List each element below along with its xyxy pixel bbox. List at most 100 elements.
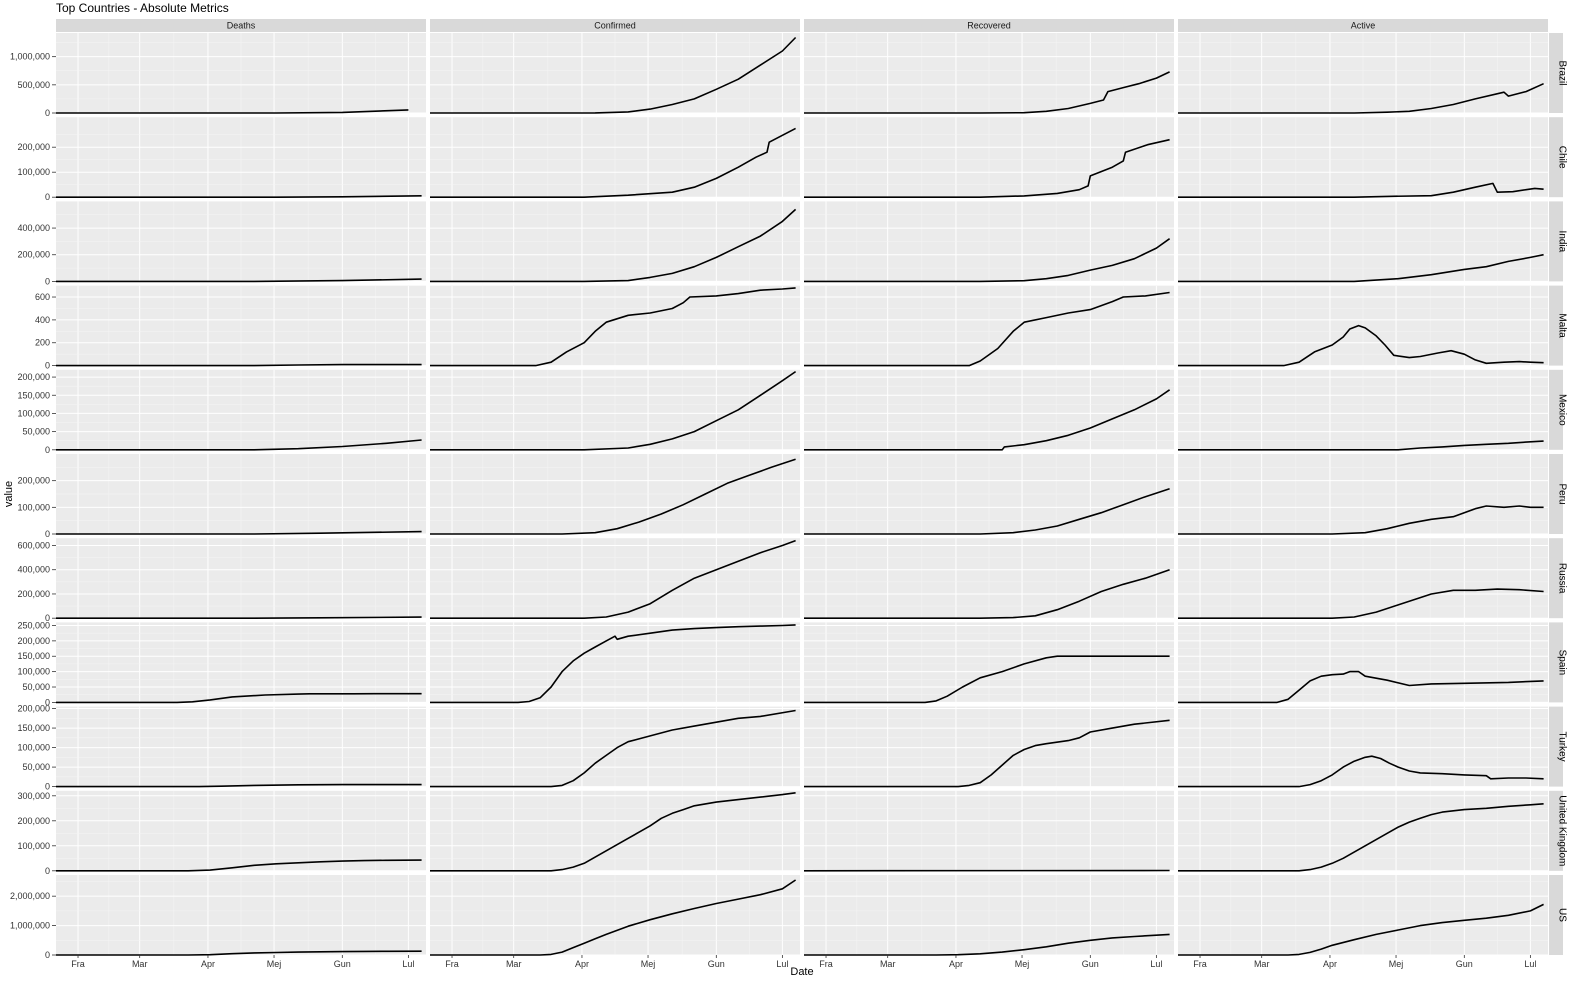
y-tick-label: 0 xyxy=(45,276,50,286)
y-tick-label: 200,000 xyxy=(17,250,50,260)
series-line-us-recovered xyxy=(804,933,1170,956)
y-tick-label: 50,000 xyxy=(22,762,50,772)
series-line-malta-deaths xyxy=(56,363,422,367)
y-tick-label: 0 xyxy=(45,108,50,118)
x-tick-label: Mej xyxy=(267,959,282,969)
panel-india-active xyxy=(1178,201,1548,283)
panel-chile-active xyxy=(1178,117,1548,198)
series-line-turkey-deaths xyxy=(56,783,422,788)
y-tick-label: 0 xyxy=(45,613,50,623)
panel-us-active xyxy=(1178,875,1548,956)
series-line-malta-recovered xyxy=(804,291,1170,367)
y-tick-label: 2,000,000 xyxy=(10,891,50,901)
x-tick-label: Mar xyxy=(132,959,148,969)
series-line-peru-recovered xyxy=(804,487,1170,535)
panel-russia-recovered xyxy=(804,538,1174,619)
y-tick-label: 200,000 xyxy=(17,372,50,382)
series-line-us-active xyxy=(1178,903,1544,956)
y-tick-label: 200,000 xyxy=(17,636,50,646)
row-strip-label: United Kingdom xyxy=(1557,795,1568,866)
panel-united-kingdom-deaths xyxy=(56,790,426,872)
panel-russia-confirmed xyxy=(430,538,800,619)
panel-brazil-deaths xyxy=(56,33,426,114)
panel-mexico-active xyxy=(1178,369,1548,451)
column-strip-recovered xyxy=(804,19,1174,32)
panel-spain-deaths xyxy=(56,622,426,704)
y-tick-label: 0 xyxy=(45,866,50,876)
row-strip-spain xyxy=(1549,622,1563,703)
panel-peru-deaths xyxy=(56,454,426,535)
series-line-peru-deaths xyxy=(56,530,422,535)
panel-mexico-confirmed xyxy=(430,369,800,451)
row-strip-label: Turkey xyxy=(1557,731,1568,761)
y-tick-label: 400,000 xyxy=(17,565,50,575)
x-tick-label: Mej xyxy=(1389,959,1404,969)
y-tick-label: 200,000 xyxy=(17,704,50,714)
x-tick-label: Mej xyxy=(1015,959,1030,969)
series-line-brazil-confirmed xyxy=(430,36,797,114)
column-strip-deaths xyxy=(56,19,426,32)
panel-united-kingdom-recovered xyxy=(803,790,1174,872)
y-tick-label: 100,000 xyxy=(17,167,50,177)
x-tick-label: Lul xyxy=(776,959,788,969)
series-line-turkey-confirmed xyxy=(430,709,796,788)
x-tick-label: Fra xyxy=(819,959,833,969)
x-tick-label: Lul xyxy=(402,959,414,969)
series-line-chile-recovered xyxy=(804,138,1170,198)
y-tick-label: 200,000 xyxy=(17,142,50,152)
panel-india-deaths xyxy=(56,201,426,283)
x-tick-label: Lul xyxy=(1150,959,1162,969)
series-line-brazil-deaths xyxy=(56,109,409,114)
row-strip-united-kingdom xyxy=(1549,790,1563,871)
series-line-russia-recovered xyxy=(804,568,1170,619)
x-tick-label: Apr xyxy=(201,959,215,969)
panel-spain-recovered xyxy=(804,622,1174,704)
y-tick-label: 0 xyxy=(45,192,50,202)
column-strip-label: Confirmed xyxy=(594,21,636,31)
column-strip-label: Recovered xyxy=(967,21,1011,31)
y-tick-label: 100,000 xyxy=(17,667,50,677)
x-tick-label: Mar xyxy=(506,959,522,969)
x-tick-label: Gun xyxy=(1082,959,1099,969)
series-line-united-kingdom-deaths xyxy=(56,859,422,872)
y-tick-label: 0 xyxy=(45,697,50,707)
series-line-spain-recovered xyxy=(804,655,1170,704)
panel-russia-deaths xyxy=(56,538,426,619)
panel-chile-deaths xyxy=(56,117,426,198)
row-strip-russia xyxy=(1549,538,1563,619)
x-axis-title: Date xyxy=(790,966,813,978)
series-line-us-deaths xyxy=(56,950,422,956)
x-tick-label: Fra xyxy=(445,959,459,969)
row-strip-label: Chile xyxy=(1557,146,1568,169)
row-strip-label: Russia xyxy=(1557,563,1568,594)
series-line-peru-confirmed xyxy=(430,458,796,535)
panel-india-recovered xyxy=(804,201,1174,283)
x-tick-label: Fra xyxy=(1193,959,1207,969)
series-line-peru-active xyxy=(1178,505,1544,535)
y-tick-label: 0 xyxy=(45,361,50,371)
y-tick-label: 100,000 xyxy=(17,743,50,753)
panel-united-kingdom-confirmed xyxy=(430,790,800,872)
y-tick-label: 50,000 xyxy=(22,427,50,437)
y-tick-label: 500,000 xyxy=(17,80,50,90)
y-tick-label: 400 xyxy=(35,315,50,325)
series-line-russia-active xyxy=(1178,588,1544,619)
panel-turkey-recovered xyxy=(804,706,1174,788)
panel-russia-active xyxy=(1178,538,1548,619)
row-strip-label: Spain xyxy=(1557,650,1568,676)
y-tick-label: 250,000 xyxy=(17,620,50,630)
series-line-mexico-recovered xyxy=(804,389,1171,451)
series-line-mexico-confirmed xyxy=(430,370,797,451)
row-strip-malta xyxy=(1549,285,1563,366)
series-line-malta-active xyxy=(1178,324,1544,367)
row-strip-chile xyxy=(1549,117,1563,198)
y-tick-label: 150,000 xyxy=(17,723,50,733)
panel-turkey-confirmed xyxy=(430,706,800,788)
panel-peru-recovered xyxy=(804,454,1174,535)
panel-peru-confirmed xyxy=(430,454,800,535)
panel-turkey-deaths xyxy=(56,706,426,788)
y-axis-title: value xyxy=(3,481,15,507)
series-line-mexico-deaths xyxy=(56,439,422,451)
series-line-united-kingdom-active xyxy=(1178,803,1544,872)
